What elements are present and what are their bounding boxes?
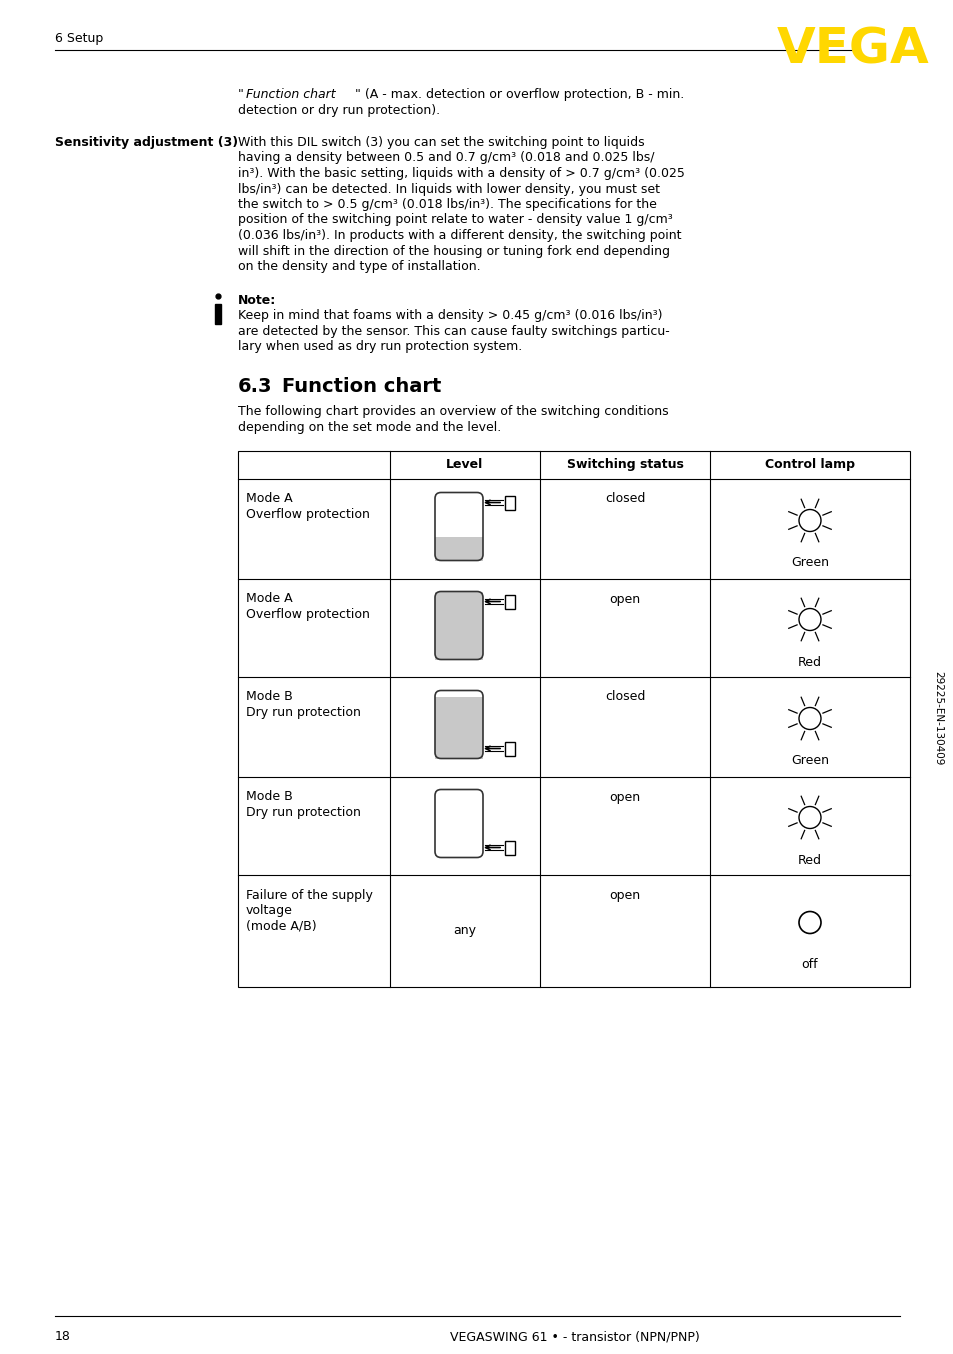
- Text: will shift in the direction of the housing or tuning fork end depending: will shift in the direction of the housi…: [237, 245, 669, 257]
- Text: the switch to > 0.5 g/cm³ (0.018 lbs/in³). The specifications for the: the switch to > 0.5 g/cm³ (0.018 lbs/in³…: [237, 198, 657, 211]
- Text: depending on the set mode and the level.: depending on the set mode and the level.: [237, 421, 500, 435]
- Bar: [504, 841, 515, 854]
- Text: With this DIL switch (3) you can set the switching point to liquids: With this DIL switch (3) you can set the…: [237, 135, 644, 149]
- Text: Dry run protection: Dry run protection: [246, 705, 360, 719]
- Text: Control lamp: Control lamp: [764, 458, 854, 471]
- Text: Note:: Note:: [237, 294, 276, 306]
- Text: Red: Red: [797, 655, 821, 669]
- Text: 18: 18: [55, 1330, 71, 1343]
- Text: having a density between 0.5 and 0.7 g/cm³ (0.018 and 0.025 lbs/: having a density between 0.5 and 0.7 g/c…: [237, 152, 654, 164]
- Text: in³). With the basic setting, liquids with a density of > 0.7 g/cm³ (0.025: in³). With the basic setting, liquids wi…: [237, 167, 684, 180]
- Text: Function chart: Function chart: [246, 88, 335, 102]
- Text: " (A - max. detection or overflow protection, B - min.: " (A - max. detection or overflow protec…: [355, 88, 683, 102]
- Text: Failure of the supply: Failure of the supply: [246, 888, 373, 902]
- Text: Overflow protection: Overflow protection: [246, 608, 370, 621]
- Text: The following chart provides an overview of the switching conditions: The following chart provides an overview…: [237, 405, 668, 418]
- Text: (mode A/B): (mode A/B): [246, 919, 316, 933]
- Text: position of the switching point relate to water - density value 1 g/cm³: position of the switching point relate t…: [237, 214, 672, 226]
- Bar: [237, 451, 909, 987]
- Text: 6.3: 6.3: [237, 378, 273, 397]
- Text: open: open: [609, 888, 639, 902]
- Text: on the density and type of installation.: on the density and type of installation.: [237, 260, 480, 274]
- Text: Overflow protection: Overflow protection: [246, 508, 370, 521]
- Text: Function chart: Function chart: [282, 378, 441, 397]
- Bar: [504, 742, 515, 756]
- Text: detection or dry run protection).: detection or dry run protection).: [237, 104, 439, 116]
- Text: are detected by the sensor. This can cause faulty switchings particu-: are detected by the sensor. This can cau…: [237, 325, 669, 337]
- Text: open: open: [609, 791, 639, 803]
- Text: Mode A: Mode A: [246, 493, 293, 505]
- Bar: [435, 536, 482, 561]
- Text: closed: closed: [604, 691, 644, 704]
- Text: ": ": [237, 88, 244, 102]
- Text: Mode A: Mode A: [246, 593, 293, 605]
- Text: (0.036 lbs/in³). In products with a different density, the switching point: (0.036 lbs/in³). In products with a diff…: [237, 229, 680, 242]
- Text: Dry run protection: Dry run protection: [246, 806, 360, 819]
- Text: Switching status: Switching status: [566, 458, 682, 471]
- Text: voltage: voltage: [246, 904, 293, 917]
- Text: Level: Level: [446, 458, 483, 471]
- Text: lbs/in³) can be detected. In liquids with lower density, you must set: lbs/in³) can be detected. In liquids wit…: [237, 183, 659, 195]
- Bar: [214, 303, 221, 324]
- Text: open: open: [609, 593, 639, 605]
- Bar: [504, 594, 515, 608]
- Text: any: any: [453, 923, 476, 937]
- Bar: [504, 496, 515, 509]
- Text: Sensitivity adjustment (3): Sensitivity adjustment (3): [55, 135, 238, 149]
- Text: Mode B: Mode B: [246, 691, 293, 704]
- Text: Mode B: Mode B: [246, 791, 293, 803]
- Text: closed: closed: [604, 493, 644, 505]
- Text: VEGASWING 61 • - transistor (NPN/PNP): VEGASWING 61 • - transistor (NPN/PNP): [450, 1330, 700, 1343]
- Text: 6 Setup: 6 Setup: [55, 32, 103, 45]
- Text: Red: Red: [797, 853, 821, 867]
- Text: 29225-EN-130409: 29225-EN-130409: [932, 672, 942, 766]
- Bar: [435, 592, 482, 659]
- Text: Green: Green: [790, 556, 828, 570]
- Text: off: off: [801, 959, 818, 972]
- Text: VEGA: VEGA: [777, 26, 929, 74]
- Bar: [435, 697, 482, 758]
- Text: Keep in mind that foams with a density > 0.45 g/cm³ (0.016 lbs/in³): Keep in mind that foams with a density >…: [237, 309, 661, 322]
- Text: Green: Green: [790, 754, 828, 768]
- Text: lary when used as dry run protection system.: lary when used as dry run protection sys…: [237, 340, 521, 353]
